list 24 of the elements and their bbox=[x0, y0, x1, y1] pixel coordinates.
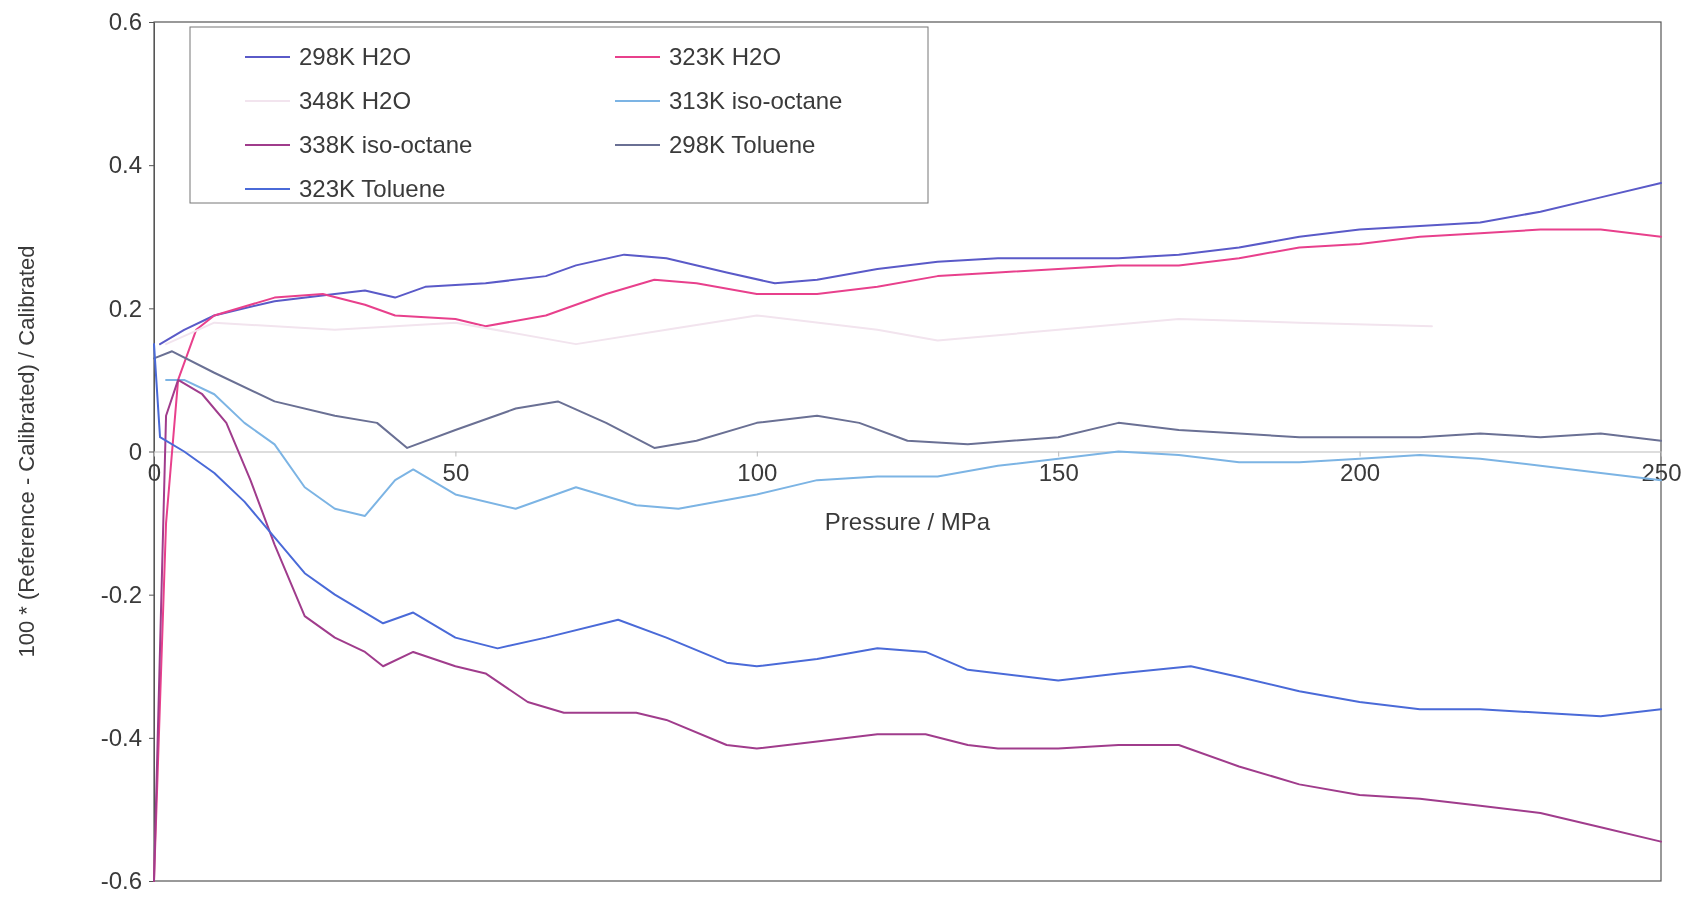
y-tick-label: 0 bbox=[128, 437, 142, 465]
y-tick-label: 0.4 bbox=[108, 151, 142, 179]
y-tick-label: -0.4 bbox=[100, 724, 142, 752]
legend-label: 323K H2O bbox=[669, 43, 782, 71]
y-tick-label: -0.6 bbox=[100, 867, 142, 895]
y-axis-title: 100 * (Reference - Calibrated) / Calibrated bbox=[14, 245, 39, 658]
x-tick-label: 150 bbox=[1038, 459, 1079, 487]
y-tick-label: 0.2 bbox=[108, 294, 142, 322]
x-tick-label: 250 bbox=[1641, 459, 1682, 487]
y-tick-label: -0.2 bbox=[100, 580, 142, 608]
legend-label: 348K H2O bbox=[299, 87, 412, 115]
line-series bbox=[165, 314, 1433, 346]
line-series bbox=[153, 350, 1662, 449]
legend-label: 298K H2O bbox=[299, 43, 412, 71]
x-tick-label: 50 bbox=[442, 459, 470, 487]
legend-label: 338K iso-octane bbox=[299, 131, 473, 159]
x-tick-label: 100 bbox=[737, 459, 778, 487]
x-axis-title: Pressure / MPa bbox=[824, 507, 991, 535]
legend-label: 298K Toluene bbox=[669, 131, 816, 159]
legend-label: 313K iso-octane bbox=[669, 87, 843, 115]
y-tick-label: 0.6 bbox=[108, 8, 142, 36]
x-tick-label: 200 bbox=[1340, 459, 1381, 487]
line-series bbox=[159, 182, 1662, 346]
legend-label: 323K Toluene bbox=[299, 175, 446, 203]
